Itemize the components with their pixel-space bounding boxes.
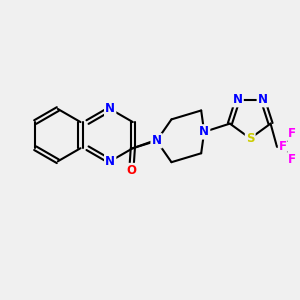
- Text: N: N: [258, 93, 268, 106]
- Text: N: N: [105, 155, 115, 168]
- Text: N: N: [199, 125, 209, 138]
- Text: F: F: [278, 140, 286, 153]
- Text: F: F: [288, 128, 296, 140]
- Text: N: N: [152, 134, 162, 147]
- Text: F: F: [288, 153, 296, 166]
- Text: N: N: [105, 103, 115, 116]
- Text: O: O: [126, 164, 136, 177]
- Text: N: N: [232, 93, 243, 106]
- Text: S: S: [246, 132, 254, 145]
